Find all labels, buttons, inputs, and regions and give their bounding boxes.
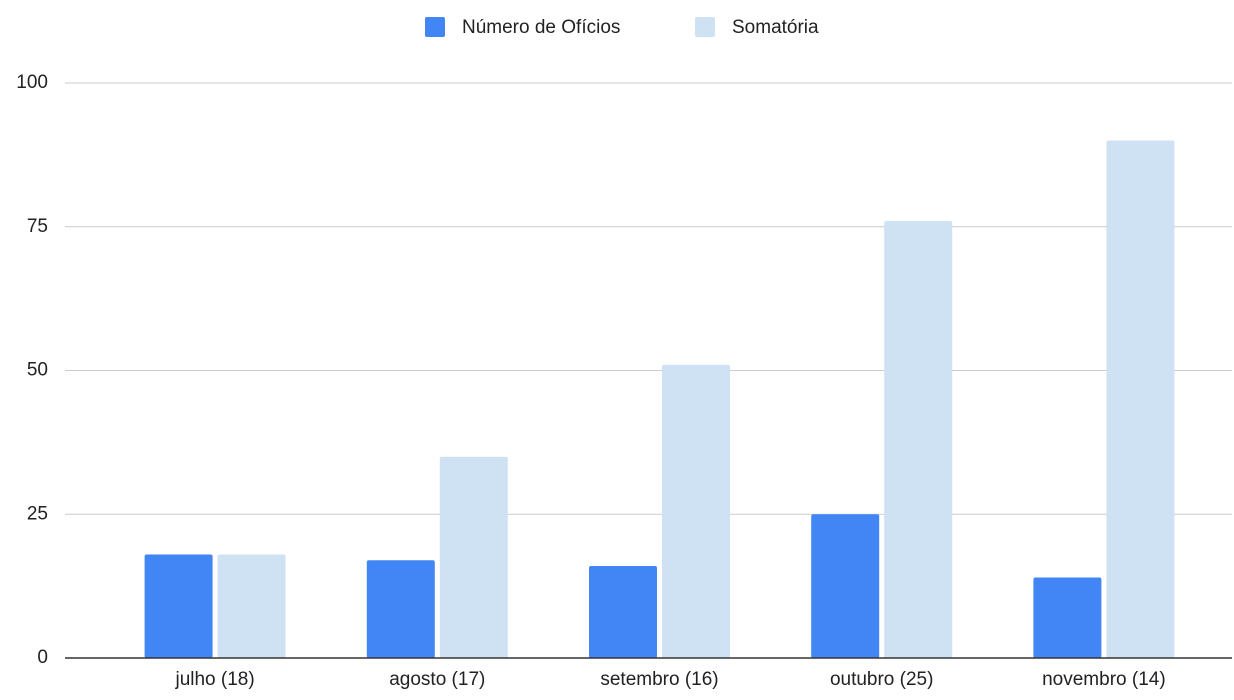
bar	[439, 456, 508, 658]
bar	[144, 554, 213, 658]
x-tick-label: agosto (17)	[389, 669, 485, 690]
x-tick-label: outubro (25)	[830, 669, 934, 690]
x-tick-label: julho (18)	[174, 669, 254, 690]
y-tick-label: 50	[27, 360, 48, 381]
legend-swatch	[425, 17, 445, 37]
x-tick-label: novembro (14)	[1042, 669, 1166, 690]
y-tick-label: 75	[27, 216, 48, 237]
legend-label: Número de Ofícios	[462, 17, 620, 38]
bar	[589, 566, 657, 658]
y-tick-label: 25	[27, 503, 48, 524]
y-tick-label: 0	[37, 647, 48, 668]
legend-swatch	[695, 17, 715, 37]
bar	[1106, 140, 1175, 658]
bar	[217, 554, 286, 658]
bar	[366, 560, 435, 658]
bar	[811, 514, 880, 658]
bar	[662, 364, 730, 658]
y-tick-label: 100	[16, 72, 48, 93]
x-tick-label: setembro (16)	[600, 669, 718, 690]
bar	[1033, 577, 1102, 658]
bar	[884, 221, 953, 658]
legend-label: Somatória	[732, 17, 819, 38]
